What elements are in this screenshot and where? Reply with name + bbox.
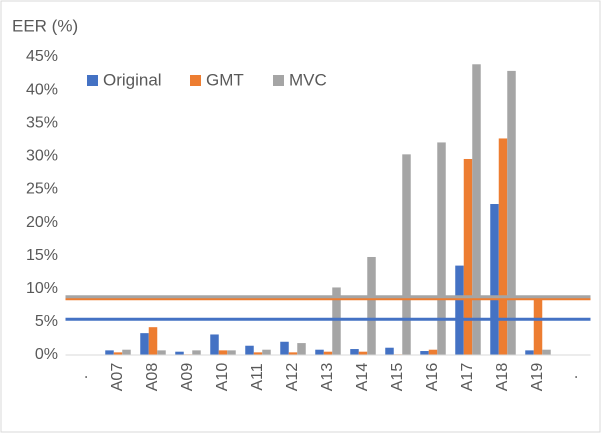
x-tick-label: A17 — [459, 363, 476, 392]
x-tick-label: A14 — [354, 363, 371, 392]
bar — [140, 333, 149, 355]
bar — [192, 350, 201, 355]
y-tick-label: 35% — [26, 114, 58, 131]
bar — [437, 142, 446, 355]
legend-swatch — [273, 75, 284, 86]
x-tick-label: A18 — [494, 363, 511, 392]
bar — [218, 350, 228, 355]
y-tick-label: 25% — [26, 181, 58, 198]
x-tick-label: A16 — [424, 363, 441, 392]
y-tick-label: 5% — [35, 313, 58, 330]
bar — [262, 349, 271, 355]
bar — [463, 158, 473, 355]
y-tick-label: 15% — [26, 247, 58, 264]
bar — [367, 256, 376, 355]
y-tick-label: 40% — [26, 81, 58, 98]
bar — [525, 350, 534, 355]
bar — [385, 347, 394, 355]
bar — [297, 343, 306, 355]
bar — [332, 287, 341, 355]
bar — [428, 349, 438, 355]
bar — [288, 352, 298, 355]
bar — [148, 327, 158, 355]
x-tick-label: . — [564, 375, 581, 379]
bar — [210, 334, 219, 355]
legend-label: GMT — [206, 70, 244, 89]
bar — [533, 298, 543, 355]
bar — [358, 351, 368, 355]
bar — [113, 352, 123, 355]
bar — [122, 349, 131, 355]
x-tick-label: . — [74, 375, 91, 379]
bar — [420, 351, 429, 355]
bar — [227, 350, 236, 355]
bar — [472, 64, 481, 355]
legend-label: MVC — [289, 70, 327, 89]
x-tick-label: A12 — [284, 363, 301, 392]
y-tick-label: 0% — [35, 346, 58, 363]
bar — [280, 341, 289, 355]
x-tick-label: A15 — [389, 363, 406, 392]
y-tick-label: 20% — [26, 214, 58, 231]
legend-swatch — [87, 75, 98, 86]
bar — [455, 265, 464, 355]
bar — [315, 349, 324, 355]
x-tick-label: A08 — [144, 363, 161, 392]
legend-swatch — [190, 75, 201, 86]
y-tick-label: 10% — [26, 280, 58, 297]
x-tick-label: A10 — [214, 363, 231, 392]
bar — [105, 350, 114, 355]
x-tick-label: A13 — [319, 363, 336, 392]
bar — [507, 70, 516, 355]
x-tick-label: A09 — [179, 363, 196, 392]
bar — [490, 204, 499, 355]
bar — [253, 352, 263, 355]
bar — [498, 138, 508, 355]
bar — [157, 350, 166, 355]
x-tick-label: A07 — [109, 363, 126, 392]
x-tick-label: A11 — [249, 363, 266, 390]
y-axis-title: EER (%) — [12, 16, 78, 35]
bar — [245, 345, 254, 355]
bar — [542, 349, 551, 355]
bar — [323, 351, 333, 355]
x-tick-label: A19 — [529, 363, 546, 392]
y-tick-label: 45% — [26, 48, 58, 65]
legend-label: Original — [103, 70, 162, 89]
bar — [175, 351, 184, 355]
bar — [402, 154, 411, 355]
bar — [350, 349, 359, 355]
y-tick-label: 30% — [26, 148, 58, 165]
